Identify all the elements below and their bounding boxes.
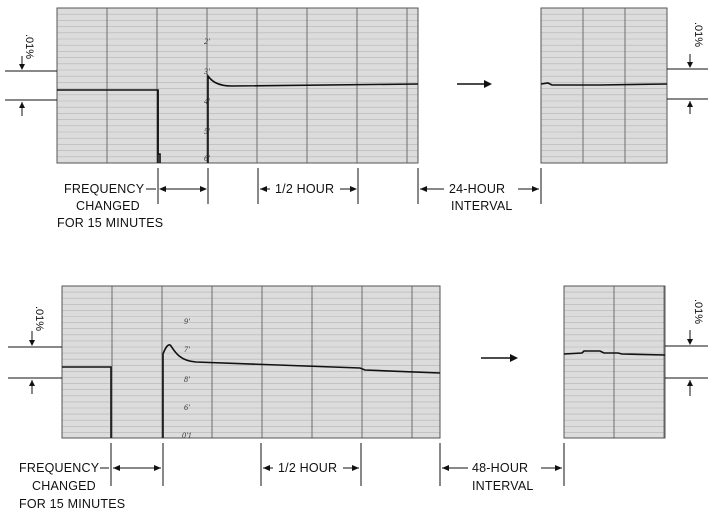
bottom-tick-label-1: 9' (184, 317, 190, 326)
top-frequency-label-line3: FOR 15 MINUTES (57, 216, 163, 230)
bottom-right-scale-label: .01% (692, 299, 704, 324)
top-frequency-label-line2: CHANGED (76, 199, 140, 213)
bottom-gap-arrow (481, 354, 518, 362)
bottom-interval-label-line2: INTERVAL (472, 479, 534, 493)
top-tick-label-1: 2' (204, 37, 210, 46)
bottom-main-chart: 9' 7' 8' 6' 0'1 (61, 285, 441, 440)
bottom-row: 9' 7' 8' 6' 0'1 .01% (8, 285, 708, 511)
top-tick-label-4: 5' (204, 127, 210, 136)
bottom-half-hour-label: 1/2 HOUR (278, 461, 337, 475)
top-left-scale-marker: .01% (5, 34, 57, 116)
top-right-scale-marker: .01% (667, 22, 708, 114)
top-left-scale-label: .01% (23, 34, 35, 59)
bottom-annotations: FREQUENCY CHANGED FOR 15 MINUTES 1/2 HOU… (19, 443, 565, 511)
bottom-trace (62, 344, 441, 438)
bottom-left-scale-marker: .01% (8, 306, 62, 394)
bottom-frequency-label-line1: FREQUENCY (19, 461, 100, 475)
bottom-main-chart-border (61, 285, 441, 439)
top-main-chart: 2' 3' 4' 5' 6' (56, 7, 419, 164)
top-frequency-label-line1: FREQUENCY (64, 182, 145, 196)
bottom-tick-label-2: 7' (184, 345, 190, 354)
top-main-chart-border (56, 7, 419, 164)
bottom-small-chart-border (563, 285, 666, 439)
top-small-grid (541, 8, 667, 163)
top-small-chart-border (540, 7, 668, 164)
top-tick-label-5: 6' (204, 154, 210, 163)
bottom-frequency-label-line2: CHANGED (32, 479, 96, 493)
top-interval-label-line2: INTERVAL (451, 199, 513, 213)
bottom-small-chart (563, 285, 666, 439)
top-small-chart (540, 7, 668, 164)
top-annotations: FREQUENCY CHANGED FOR 15 MINUTES 1/2 HOU… (57, 168, 542, 230)
top-interval-label-line1: 24-HOUR (449, 182, 505, 196)
bottom-left-scale-label: .01% (33, 306, 45, 331)
top-tick-label-2: 3' (203, 67, 210, 76)
bottom-tick-label-4: 6' (184, 403, 190, 412)
bottom-interval-label-line1: 48-HOUR (472, 461, 528, 475)
top-small-trace (540, 82, 668, 86)
bottom-tick-label-5: 0'1 (182, 431, 192, 440)
top-gap-arrow (457, 80, 492, 88)
top-tick-label-3: 4' (204, 97, 210, 106)
top-row: 2' 3' 4' 5' 6' .01% (5, 7, 708, 230)
top-main-grid (57, 8, 418, 163)
bottom-main-chart-paper (62, 286, 440, 438)
top-half-hour-label: 1/2 HOUR (275, 182, 334, 196)
bottom-main-grid (62, 286, 440, 438)
bottom-frequency-label-line3: FOR 15 MINUTES (19, 497, 125, 511)
bottom-small-trace (563, 350, 666, 356)
top-right-scale-label: .01% (692, 22, 704, 47)
bottom-tick-label-3: 8' (184, 375, 190, 384)
bottom-right-scale-marker: .01% (665, 299, 708, 396)
